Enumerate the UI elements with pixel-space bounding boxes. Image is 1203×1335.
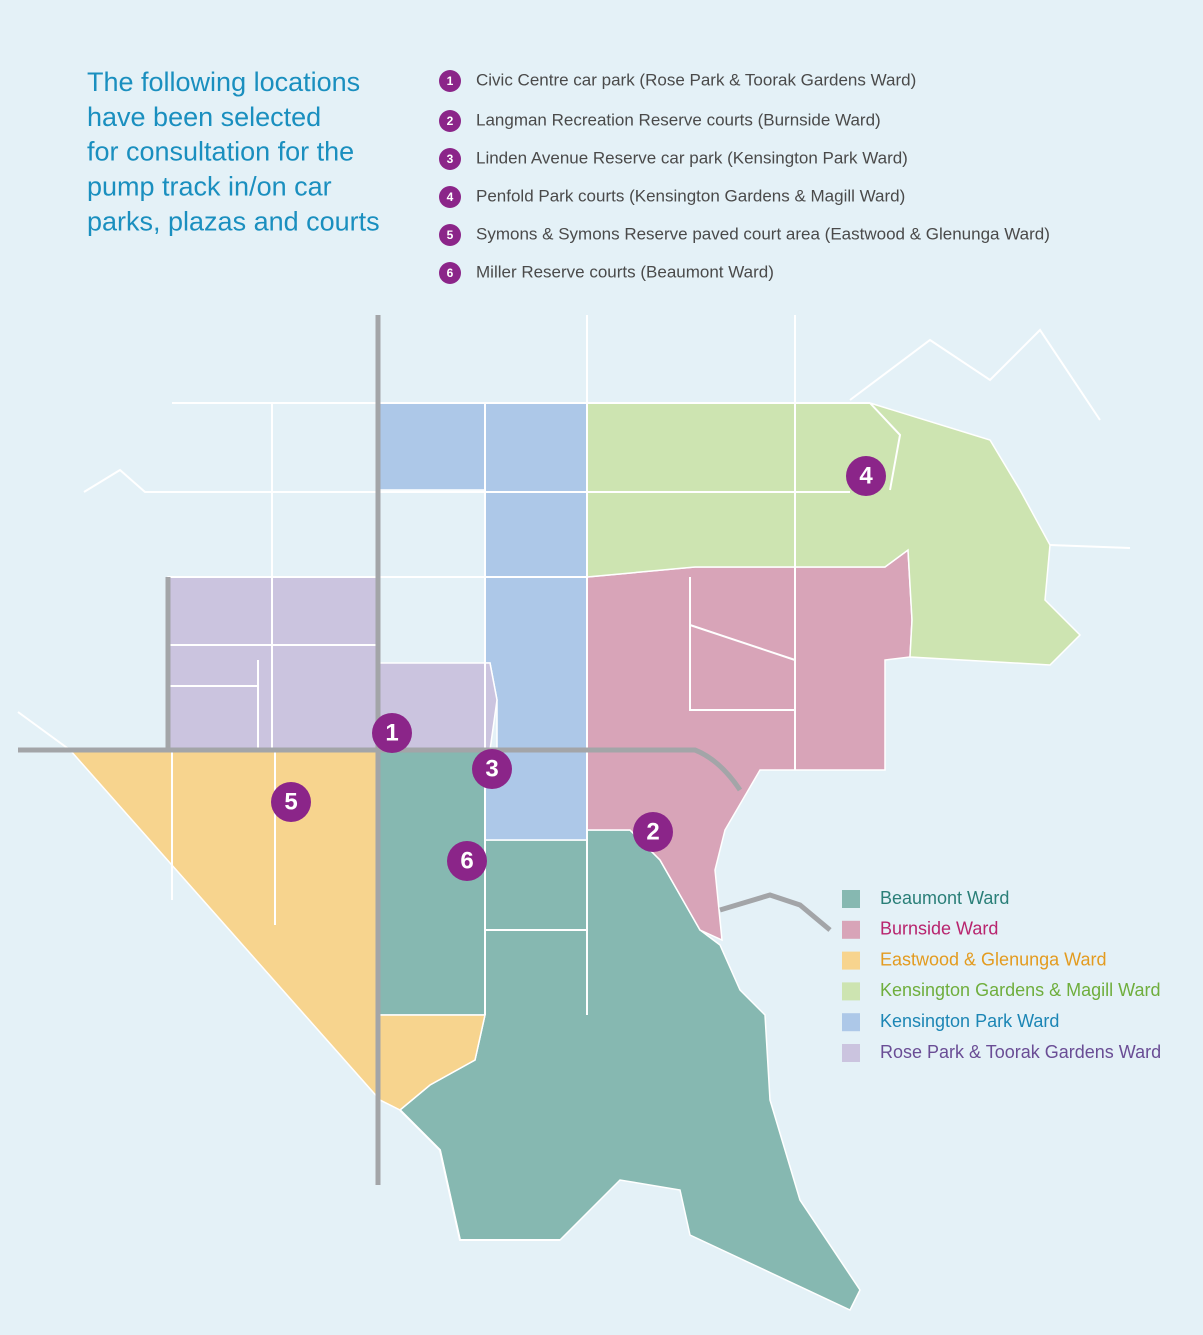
intro-text: The following locations have been selecte… [87, 67, 380, 236]
map-marker [271, 782, 311, 822]
map-marker [372, 713, 412, 753]
legend-swatch [842, 951, 860, 970]
legend-label: Beaumont Ward [880, 888, 1009, 908]
map-marker [846, 456, 886, 496]
legend-swatch [842, 1044, 860, 1062]
legend-label: Burnside Ward [880, 919, 998, 939]
intro-line: The following locations [87, 67, 360, 97]
map-marker-number: 1 [385, 719, 398, 746]
ward-area [167, 576, 498, 751]
legend-swatch [842, 890, 860, 908]
ward-area [586, 402, 1082, 666]
list-label: Miller Reserve courts (Beaumont Ward) [476, 262, 774, 281]
list-label: Langman Recreation Reserve courts (Burns… [476, 110, 881, 129]
location-list: 1 Civic Centre car park (Rose Park & Toor… [439, 70, 1050, 284]
legend: Beaumont Ward Burnside Ward Eastwood & Gle… [842, 888, 1161, 1062]
list-label: Penfold Park courts (Kensington Gardens … [476, 186, 905, 205]
intro-line: pump track in/on car [87, 172, 332, 202]
map-marker-number: 3 [485, 755, 498, 782]
map-marker-number: 4 [859, 462, 873, 489]
list-number: 3 [447, 152, 454, 166]
legend-label: Kensington Gardens & Magill Ward [880, 980, 1160, 1000]
map-marker-number: 6 [460, 847, 473, 874]
list-badge [439, 186, 461, 208]
list-badge [439, 70, 461, 92]
list-badge [439, 224, 461, 246]
list-number: 6 [447, 266, 454, 280]
map-marker [472, 749, 512, 789]
list-number: 5 [447, 228, 454, 242]
list-label: Linden Avenue Reserve car park (Kensingt… [476, 148, 908, 167]
list-number: 1 [447, 74, 454, 88]
intro-line: parks, plazas and courts [87, 206, 380, 236]
wards [68, 402, 1082, 1311]
list-badge [439, 148, 461, 170]
roads [17, 315, 1131, 1241]
map-marker [633, 812, 673, 852]
map-marker-number: 5 [284, 788, 297, 815]
list-badge [439, 110, 461, 132]
legend-label: Rose Park & Toorak Gardens Ward [880, 1042, 1161, 1062]
list-label: Civic Centre car park (Rose Park & Toora… [476, 70, 916, 89]
legend-swatch [842, 982, 860, 1001]
list-number: 4 [447, 190, 454, 204]
list-badge [439, 262, 461, 284]
map-markers: 1 2 3 4 5 6 [271, 456, 886, 881]
list-number: 2 [447, 114, 454, 128]
map-marker-number: 2 [646, 818, 659, 845]
intro-line: for consultation for the [87, 137, 354, 167]
list-label: Symons & Symons Reserve paved court area… [476, 224, 1050, 243]
legend-swatch [842, 920, 860, 939]
map-marker [447, 841, 487, 881]
legend-label: Kensington Park Ward [880, 1011, 1059, 1031]
legend-swatch [842, 1013, 860, 1032]
legend-label: Eastwood & Glenunga Ward [880, 949, 1106, 969]
main-road [18, 315, 832, 1185]
intro-line: have been selected [87, 102, 321, 132]
